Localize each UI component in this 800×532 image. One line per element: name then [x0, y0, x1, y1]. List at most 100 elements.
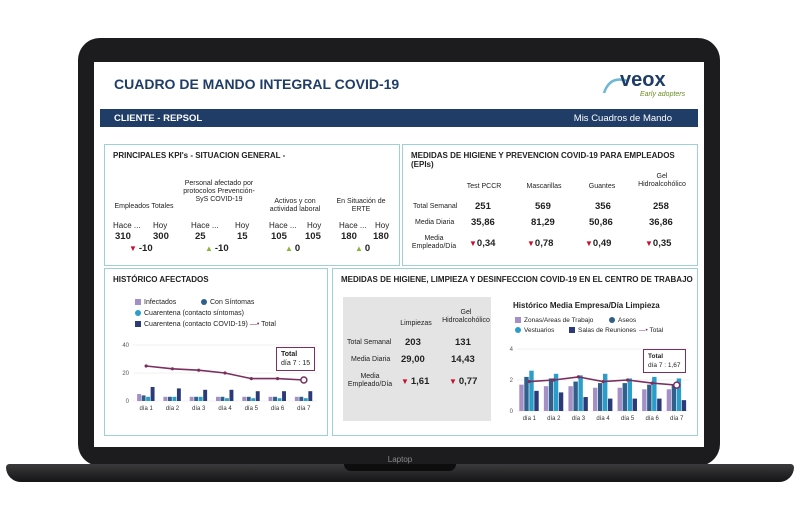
epi-col-header: Mascarillas — [526, 183, 562, 190]
limpieza-value-cell: ▼ 1,61 — [401, 376, 430, 387]
line-point — [249, 377, 253, 381]
bar — [242, 396, 247, 401]
line-point — [650, 381, 654, 385]
bar — [553, 373, 559, 411]
y-tick-label: 0 — [510, 409, 514, 415]
bar — [225, 398, 229, 401]
legend-item: Infectados — [135, 299, 176, 306]
veox-logo[interactable]: veox Early adopters — [600, 69, 690, 101]
bar — [608, 398, 613, 411]
chart-tooltip: Total día 7 : 1,67 — [643, 349, 686, 373]
bar — [216, 396, 220, 401]
epi-value: 81,29 — [531, 217, 555, 228]
line-point — [223, 371, 227, 375]
bar — [676, 378, 682, 411]
kpi-now-label: Hoy — [153, 221, 168, 230]
bar — [578, 375, 583, 411]
legend-line-icon: —• — [249, 321, 260, 328]
historico-panel: HISTÓRICO AFECTADOS Infectados Con Sínto… — [104, 268, 328, 436]
kpi-now-value: 300 — [153, 231, 169, 242]
y-tick-label: 20 — [122, 371, 129, 377]
legend-swatch — [515, 317, 521, 324]
line-point — [300, 376, 308, 384]
kpi-before-label: Hace ... — [113, 221, 141, 230]
bar — [198, 396, 203, 401]
down-arrow-icon: ▼ — [585, 239, 593, 248]
bar — [172, 396, 177, 401]
x-tick-label: día 4 — [218, 406, 232, 412]
x-tick-label: día 7 — [297, 406, 311, 412]
epi-panel: MEDIDAS DE HIGIENE Y PREVENCION COVID-19… — [402, 144, 698, 266]
x-tick-label: día 1 — [139, 406, 153, 412]
limpieza-row-label: Total Semanal — [347, 339, 392, 346]
bar — [681, 400, 687, 411]
bar — [189, 396, 194, 401]
line-point — [170, 367, 175, 371]
line-point — [197, 368, 201, 372]
kpi-panel: PRINCIPALES KPI's - SITUACION GENERAL - … — [104, 144, 400, 266]
kpi-now-label: Hoy — [307, 221, 322, 230]
legend-item: Cuarentena (contacto síntomas) — [135, 310, 244, 317]
bar — [598, 383, 603, 411]
logo-text: veox — [620, 69, 666, 91]
epi-value: 35,86 — [471, 217, 495, 228]
bar — [657, 398, 662, 411]
line-point — [576, 375, 581, 379]
line-point — [552, 378, 556, 382]
bar — [529, 370, 534, 411]
limpieza-value: 29,00 — [401, 354, 425, 365]
logo-swoosh-icon — [602, 78, 629, 94]
x-tick-label: día 7 — [670, 416, 684, 422]
bar — [568, 386, 573, 411]
chart-tooltip: Total día 7 : 15 — [276, 347, 316, 371]
legend-swatch — [201, 299, 207, 306]
bar — [632, 398, 637, 411]
x-tick-label: día 1 — [523, 416, 537, 422]
bar — [534, 390, 539, 411]
bar — [593, 387, 598, 411]
line-point — [625, 378, 630, 382]
legend-swatch — [135, 299, 141, 306]
limpieza-value: 203 — [405, 337, 421, 348]
limpieza-row-label: Media Diaria — [351, 356, 391, 363]
my-dashboards-link[interactable]: Mis Cuadros de Mando — [573, 113, 672, 124]
epi-value: 36,86 — [649, 217, 673, 228]
epi-value-cell: ▼0,35 — [645, 238, 672, 249]
x-tick-label: día 3 — [192, 406, 206, 412]
legend-swatch — [609, 317, 615, 324]
dashboard-screen: CUADRO DE MANDO INTEGRAL COVID-19 veox E… — [94, 62, 704, 447]
x-tick-label: día 5 — [245, 406, 259, 412]
x-tick-label: día 4 — [596, 416, 610, 422]
page-title: CUADRO DE MANDO INTEGRAL COVID-19 — [114, 76, 400, 92]
y-tick-label: 40 — [122, 343, 129, 349]
bar — [642, 389, 647, 411]
kpi-before-label: Hace ... — [339, 221, 367, 230]
bar — [583, 397, 588, 411]
bar — [146, 396, 151, 401]
bar — [282, 391, 286, 401]
kpi-delta: ▲ -10 — [205, 243, 229, 254]
kpi-delta: ▲ 0 — [355, 243, 371, 254]
y-tick-label: 0 — [126, 399, 130, 405]
kpi-before-label: Hace ... — [191, 221, 219, 230]
x-tick-label: día 2 — [547, 416, 561, 422]
bar — [652, 376, 657, 411]
limpieza-row-label: Media Empleado/Día — [347, 373, 393, 388]
epi-col-header: Test PCCR — [466, 183, 502, 190]
legend-swatch — [569, 327, 575, 334]
down-arrow-icon: ▼ — [469, 239, 477, 248]
bar — [543, 386, 549, 411]
bar — [627, 378, 632, 411]
bar — [299, 396, 304, 401]
bar — [194, 396, 199, 401]
bar — [573, 381, 578, 411]
bar — [176, 388, 181, 401]
kpi-label: Personal afectado por protocolos Prevenc… — [183, 180, 255, 203]
bar — [141, 395, 146, 401]
epi-value-cell: ▼0,78 — [527, 238, 554, 249]
kpi-before-value: 310 — [115, 231, 131, 242]
kpi-now-label: Hoy — [375, 221, 390, 230]
bar — [246, 396, 251, 401]
down-arrow-icon: ▼ — [645, 239, 653, 248]
bar — [150, 387, 155, 401]
